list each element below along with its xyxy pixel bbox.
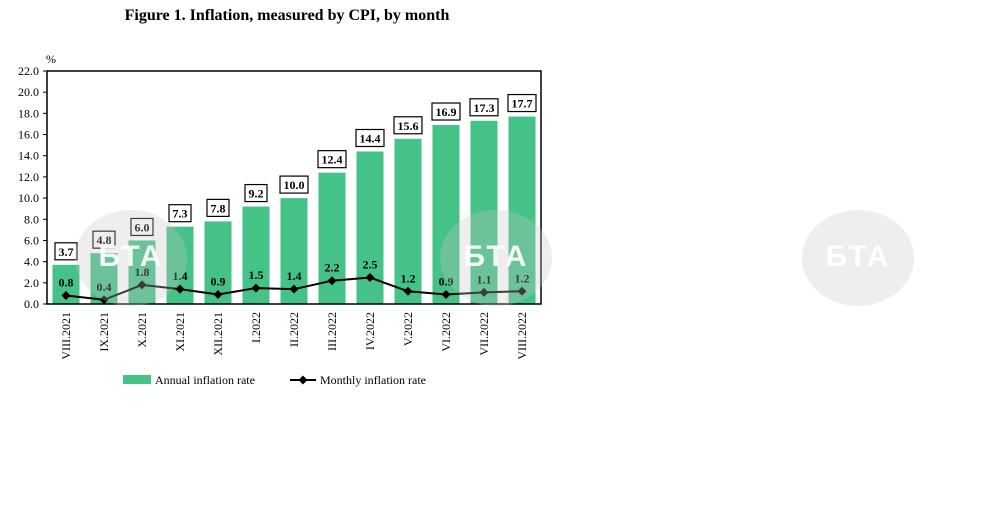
x-tick-label: VIII.2021	[59, 312, 73, 360]
legend-swatch-annual	[123, 375, 151, 384]
bar-value-label: 12.4	[322, 153, 343, 167]
line-value-label: 1.1	[477, 272, 492, 286]
y-tick-label: 20.0	[18, 85, 39, 99]
line-point	[479, 287, 489, 297]
line-point	[517, 286, 527, 296]
y-tick-label: 22.0	[18, 64, 39, 78]
bar-value-box	[244, 183, 268, 203]
y-tick-label: 0.0	[24, 297, 39, 311]
bar	[508, 116, 536, 304]
x-tick-label: II.2022	[287, 312, 301, 347]
bar-value-box	[469, 98, 499, 117]
bar-value-label: 7.3	[173, 207, 188, 221]
line-value-label: 2.5	[363, 258, 378, 272]
x-tick-label: XI.2021	[173, 312, 187, 352]
line-point	[213, 289, 223, 299]
x-tick-label: V.2022	[401, 312, 415, 346]
bar-value-box	[130, 217, 154, 237]
x-tick-label: VIII.2022	[515, 312, 529, 360]
bar-value-box	[507, 93, 537, 113]
bar-value-box	[317, 150, 347, 169]
line-value-label: 1.5	[249, 268, 264, 282]
y-tick-label: 4.0	[24, 255, 39, 269]
bar-value-label: 17.7	[512, 97, 533, 111]
bar-value-box	[279, 175, 309, 194]
bar-value-label: 3.7	[59, 245, 74, 259]
y-axis-unit-label: %	[46, 52, 56, 66]
bar-value-label: 16.9	[436, 105, 457, 119]
y-tick-label: 14.0	[18, 149, 39, 163]
y-tick-label: 10.0	[18, 191, 39, 205]
bar-value-box	[206, 198, 230, 217]
bar-value-label: 6.0	[135, 220, 150, 234]
line-value-label: 0.8	[59, 276, 74, 290]
line-point	[175, 284, 185, 294]
x-tick-label: X.2021	[135, 312, 149, 348]
line-value-label: 0.4	[97, 280, 112, 294]
y-tick-label: 6.0	[24, 233, 39, 247]
line-value-label: 1.2	[515, 271, 530, 285]
bar-value-label: 4.8	[97, 233, 112, 247]
y-tick-label: 12.0	[18, 170, 39, 184]
line-value-label: 0.9	[211, 274, 226, 288]
bar-value-label: 17.3	[474, 101, 495, 115]
line-point	[289, 284, 299, 294]
bar-value-box	[355, 128, 385, 148]
bar-value-box	[54, 242, 78, 261]
y-tick-label: 2.0	[24, 276, 39, 290]
legend-label-annual: Annual inflation rate	[155, 373, 255, 387]
bar-value-box	[92, 230, 116, 249]
x-tick-label: XII.2021	[211, 312, 225, 356]
y-tick-label: 8.0	[24, 212, 39, 226]
line-value-label: 0.9	[439, 274, 454, 288]
bar	[470, 120, 498, 304]
line-value-label: 1.2	[401, 271, 416, 285]
bar-value-box	[431, 102, 461, 121]
line-point	[403, 286, 413, 296]
bar	[394, 138, 422, 304]
line-point	[137, 280, 147, 290]
plot-frame	[46, 70, 542, 305]
bar-value-box	[168, 204, 192, 223]
x-tick-label: IV.2022	[363, 312, 377, 350]
line-point	[99, 295, 109, 305]
line-value-label: 1.4	[173, 269, 188, 283]
x-tick-label: VII.2022	[477, 312, 491, 356]
line-value-label: 1.8	[135, 265, 150, 279]
x-tick-label: I.2022	[249, 312, 263, 343]
legend-label-monthly: Monthly inflation rate	[320, 373, 426, 387]
bar-value-label: 15.6	[398, 119, 419, 133]
line-point	[251, 283, 261, 293]
legend-swatch-monthly-marker	[298, 375, 308, 385]
line-point	[327, 276, 337, 286]
bar-value-label: 14.4	[360, 131, 381, 145]
bar	[128, 240, 156, 304]
y-tick-label: 16.0	[18, 128, 39, 142]
line-point	[441, 289, 451, 299]
bar-value-box	[393, 116, 423, 135]
line-value-label: 2.2	[325, 261, 340, 275]
bar-value-label: 7.8	[211, 201, 226, 215]
bar	[432, 125, 460, 304]
x-tick-label: IX.2021	[97, 312, 111, 352]
line-value-label: 1.4	[287, 269, 302, 283]
bar-value-label: 10.0	[284, 178, 305, 192]
line-point	[365, 273, 375, 283]
line-point	[61, 291, 71, 301]
bar-value-label: 9.2	[249, 187, 264, 201]
x-tick-label: VI.2022	[439, 312, 453, 352]
chart-title: Figure 1. Inflation, measured by CPI, by…	[124, 7, 450, 24]
x-tick-label: III.2022	[325, 312, 339, 351]
y-tick-label: 18.0	[18, 106, 39, 120]
